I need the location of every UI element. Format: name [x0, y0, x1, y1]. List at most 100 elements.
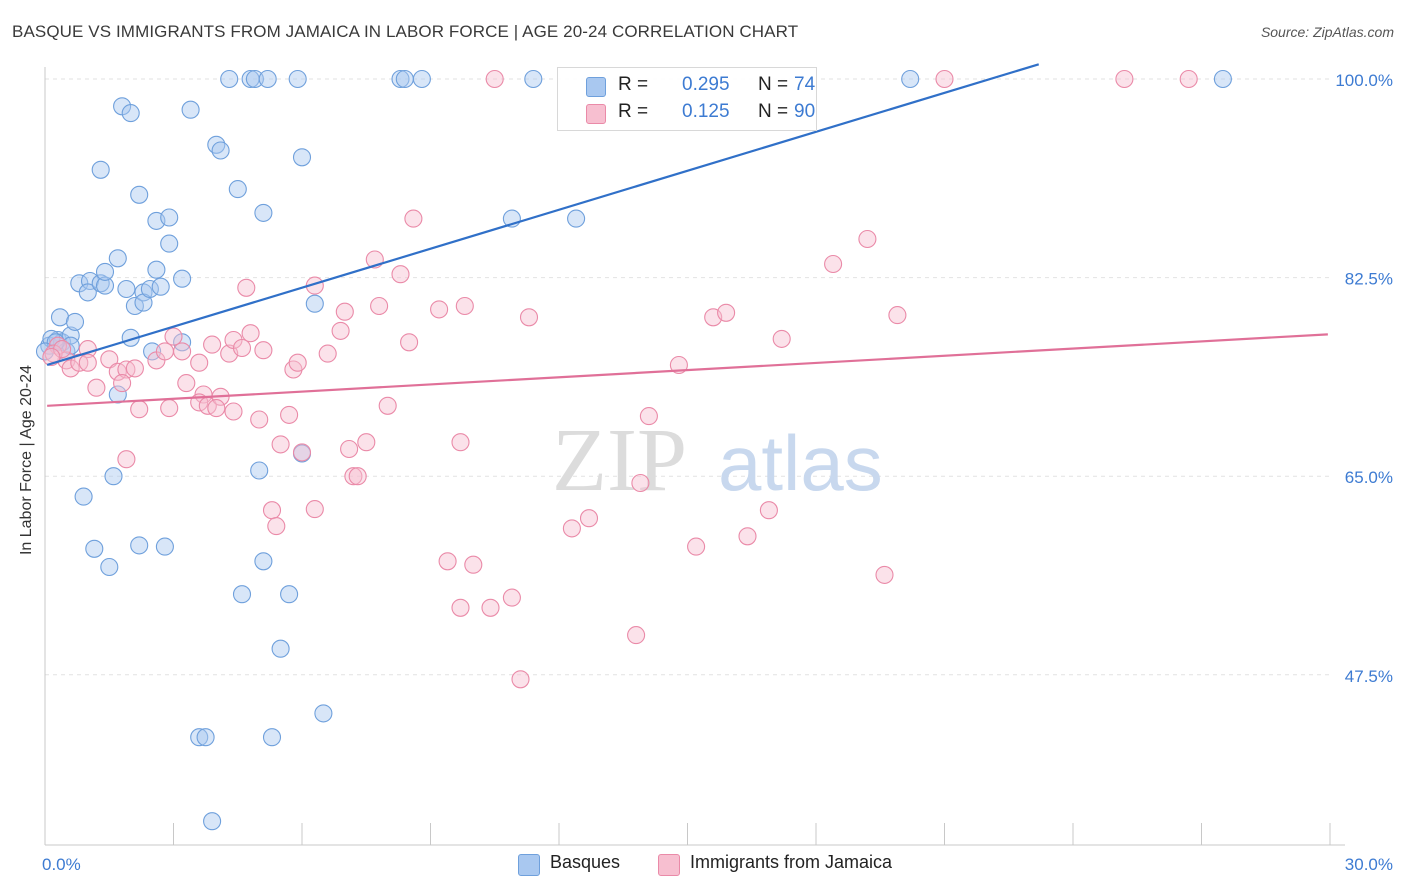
point-jamaica — [639, 407, 658, 426]
point-basques — [143, 342, 162, 361]
point-basques — [50, 308, 70, 327]
data-points — [35, 69, 1232, 831]
legend-r-value: 0.295 — [682, 74, 730, 95]
legend-n-label: N = — [758, 74, 789, 95]
point-jamaica — [232, 338, 252, 358]
point-basques — [95, 276, 115, 295]
point-jamaica — [318, 344, 337, 363]
point-basques — [196, 728, 215, 747]
point-basques — [1213, 69, 1232, 89]
bottom-legend-label-basques: Basques — [550, 852, 621, 872]
point-jamaica — [305, 500, 324, 519]
point-jamaica — [519, 308, 539, 327]
bottom-legend-swatch-jamaica — [658, 854, 680, 876]
point-jamaica — [100, 350, 119, 369]
point-jamaica — [717, 303, 736, 322]
point-jamaica — [378, 396, 397, 415]
point-jamaica — [579, 509, 599, 528]
point-jamaica — [224, 402, 243, 421]
y-axis-label: In Labor Force | Age 20-24 — [18, 364, 35, 556]
point-jamaica — [344, 467, 363, 486]
point-jamaica — [130, 400, 149, 419]
point-jamaica — [1115, 69, 1134, 89]
point-jamaica — [250, 410, 269, 429]
point-jamaica — [888, 306, 907, 325]
watermark-atlas: atlas — [718, 419, 883, 507]
point-jamaica — [267, 517, 286, 536]
point-basques — [108, 249, 127, 268]
point-basques — [160, 208, 179, 227]
point-basques — [85, 539, 104, 558]
point-basques — [155, 537, 174, 556]
point-basques — [140, 279, 159, 299]
correlation-legend: R = 0.295 N = 74 R = 0.125 N = 90 — [557, 67, 817, 131]
point-basques — [78, 283, 97, 302]
point-jamaica — [404, 209, 423, 228]
x-tick-label: 30.0% — [1345, 855, 1393, 874]
point-basques — [232, 585, 252, 604]
point-jamaica — [87, 378, 106, 397]
point-jamaica — [164, 327, 183, 346]
point-jamaica — [631, 473, 650, 493]
point-basques — [130, 185, 149, 204]
point-jamaica — [173, 342, 192, 361]
point-jamaica — [687, 537, 706, 556]
point-basques — [254, 552, 273, 571]
legend-r-label: R = — [618, 101, 649, 122]
point-basques — [95, 262, 115, 281]
point-jamaica — [190, 353, 209, 372]
point-jamaica — [207, 399, 226, 418]
point-basques — [250, 461, 269, 480]
point-basques — [220, 69, 239, 89]
point-basques — [147, 260, 166, 279]
watermark: ZIP atlas — [552, 411, 883, 510]
point-basques — [190, 728, 209, 747]
y-tick-label: 65.0% — [1345, 468, 1393, 487]
point-jamaica — [875, 565, 894, 584]
point-basques — [567, 209, 586, 228]
bottom-legend-swatch-basques — [518, 854, 540, 876]
chart-title: BASQUE VS IMMIGRANTS FROM JAMAICA IN LAB… — [12, 22, 799, 41]
point-basques — [65, 312, 85, 331]
point-jamaica — [455, 296, 474, 316]
legend-swatch-basques — [586, 77, 606, 97]
point-basques — [211, 141, 230, 160]
point-jamaica — [113, 374, 132, 393]
point-jamaica — [292, 443, 312, 462]
point-jamaica — [155, 342, 174, 361]
point-jamaica — [160, 399, 179, 418]
point-jamaica — [335, 302, 354, 321]
tick-labels: 47.5% 65.0% 82.5% 100.0% 0.0% 30.0% — [42, 71, 1393, 874]
point-basques — [245, 69, 264, 89]
x-tick-label: 0.0% — [42, 855, 81, 874]
point-jamaica — [502, 588, 521, 607]
point-basques — [108, 385, 127, 404]
point-jamaica — [357, 433, 376, 452]
point-jamaica — [254, 341, 273, 360]
point-jamaica — [125, 359, 144, 378]
legend-n-label: N = — [758, 101, 789, 122]
point-basques — [203, 812, 222, 831]
point-jamaica — [738, 527, 757, 546]
point-basques — [160, 234, 179, 253]
point-basques — [901, 69, 920, 89]
legend-n-value: 74 — [794, 74, 816, 95]
point-jamaica — [451, 433, 470, 452]
point-basques — [271, 639, 290, 658]
point-jamaica — [485, 69, 504, 89]
legend-r-label: R = — [618, 74, 649, 95]
point-basques — [151, 277, 170, 296]
point-jamaica — [262, 501, 282, 520]
source-credit: Source: ZipAtlas.com — [1260, 24, 1394, 40]
point-jamaica — [562, 519, 581, 538]
trend-line-basques — [46, 63, 1040, 367]
point-jamaica — [481, 598, 500, 617]
point-jamaica — [511, 670, 530, 689]
point-jamaica — [177, 374, 196, 393]
y-tick-label: 100.0% — [1335, 71, 1393, 90]
point-basques — [292, 148, 312, 167]
point-basques — [254, 203, 273, 222]
point-jamaica — [451, 598, 470, 617]
point-jamaica — [280, 405, 299, 424]
point-jamaica — [340, 439, 359, 459]
